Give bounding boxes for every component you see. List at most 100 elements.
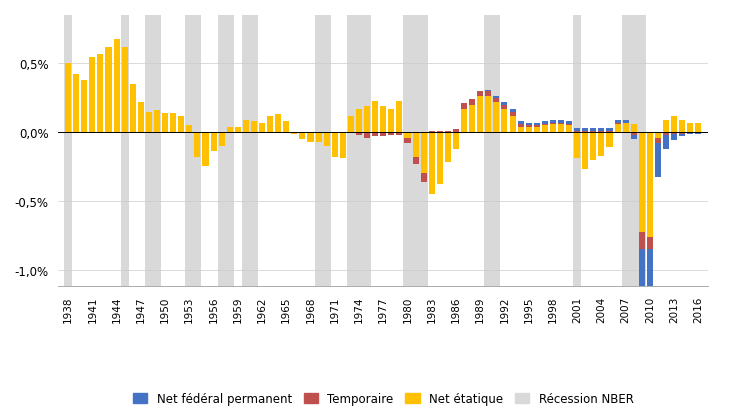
Bar — [542, 125, 548, 126]
Bar — [679, 134, 685, 137]
Bar — [510, 117, 515, 133]
Bar — [259, 123, 265, 133]
Bar — [647, 249, 653, 322]
Bar — [170, 114, 176, 133]
Bar — [485, 92, 491, 97]
Bar — [146, 112, 152, 133]
Bar — [510, 112, 515, 117]
Bar — [437, 131, 443, 133]
Bar — [566, 125, 572, 126]
Bar — [372, 101, 378, 133]
Bar — [550, 123, 556, 125]
Bar — [97, 55, 104, 133]
Bar — [412, 133, 418, 157]
Bar — [550, 121, 556, 123]
Bar — [138, 103, 144, 133]
Bar — [210, 133, 217, 152]
Bar — [518, 122, 523, 125]
Bar — [542, 122, 548, 125]
Bar — [639, 249, 645, 301]
Bar — [526, 126, 531, 127]
Bar — [412, 157, 418, 164]
Bar — [558, 125, 564, 133]
Bar — [493, 103, 499, 133]
Bar — [599, 133, 604, 156]
Bar — [575, 131, 580, 133]
Bar — [534, 123, 539, 126]
Bar — [485, 97, 491, 133]
Bar — [639, 133, 645, 233]
Bar — [558, 123, 564, 125]
Bar — [73, 75, 80, 133]
Bar — [631, 125, 637, 133]
Bar — [218, 133, 225, 146]
Bar — [493, 97, 499, 99]
Bar — [607, 131, 612, 133]
Bar — [631, 133, 637, 135]
Bar — [122, 48, 128, 133]
Bar — [162, 114, 168, 133]
Bar — [315, 133, 322, 142]
Bar — [469, 100, 475, 106]
Bar — [243, 121, 249, 133]
Bar — [380, 107, 386, 133]
Bar — [679, 133, 685, 134]
Bar — [372, 133, 378, 137]
Bar — [696, 133, 702, 134]
Bar — [283, 122, 289, 133]
Bar — [453, 130, 459, 133]
Bar — [331, 133, 338, 157]
Bar — [687, 123, 694, 133]
Bar — [81, 81, 88, 133]
Bar — [477, 97, 483, 133]
Bar — [420, 174, 426, 182]
Bar — [364, 107, 370, 133]
Bar — [404, 133, 410, 138]
Bar — [558, 121, 564, 123]
Bar — [235, 127, 241, 133]
Bar — [469, 106, 475, 133]
Bar — [526, 123, 531, 126]
Legend: Net fédéral permanent, Temporaire, Net étatique, Récession NBER: Net fédéral permanent, Temporaire, Net é… — [128, 388, 638, 409]
Bar — [510, 110, 515, 112]
Bar — [502, 106, 507, 110]
Bar — [347, 16, 371, 286]
Bar — [445, 131, 451, 133]
Bar — [420, 133, 426, 174]
Bar — [583, 129, 588, 131]
Bar — [251, 122, 257, 133]
Bar — [583, 133, 588, 170]
Bar — [154, 111, 160, 133]
Bar — [671, 134, 677, 141]
Bar — [404, 16, 412, 286]
Bar — [315, 16, 331, 286]
Bar — [518, 127, 523, 133]
Bar — [348, 117, 354, 133]
Bar — [364, 133, 370, 138]
Bar — [663, 133, 669, 135]
Bar — [267, 117, 273, 133]
Bar — [615, 125, 620, 133]
Bar — [591, 129, 596, 131]
Bar — [356, 133, 362, 135]
Bar — [323, 133, 330, 146]
Bar — [388, 133, 394, 135]
Bar — [120, 16, 128, 286]
Bar — [477, 92, 483, 97]
Bar — [218, 16, 234, 286]
Bar — [130, 85, 136, 133]
Bar — [655, 144, 661, 178]
Bar — [380, 133, 386, 137]
Bar — [461, 104, 467, 110]
Bar — [687, 133, 694, 134]
Bar — [105, 48, 112, 133]
Bar — [484, 16, 501, 286]
Bar — [185, 16, 201, 286]
Bar — [275, 115, 281, 133]
Bar — [65, 64, 71, 133]
Bar — [429, 131, 435, 133]
Bar — [696, 123, 702, 133]
Bar — [622, 16, 646, 286]
Bar — [445, 133, 451, 163]
Bar — [186, 126, 192, 133]
